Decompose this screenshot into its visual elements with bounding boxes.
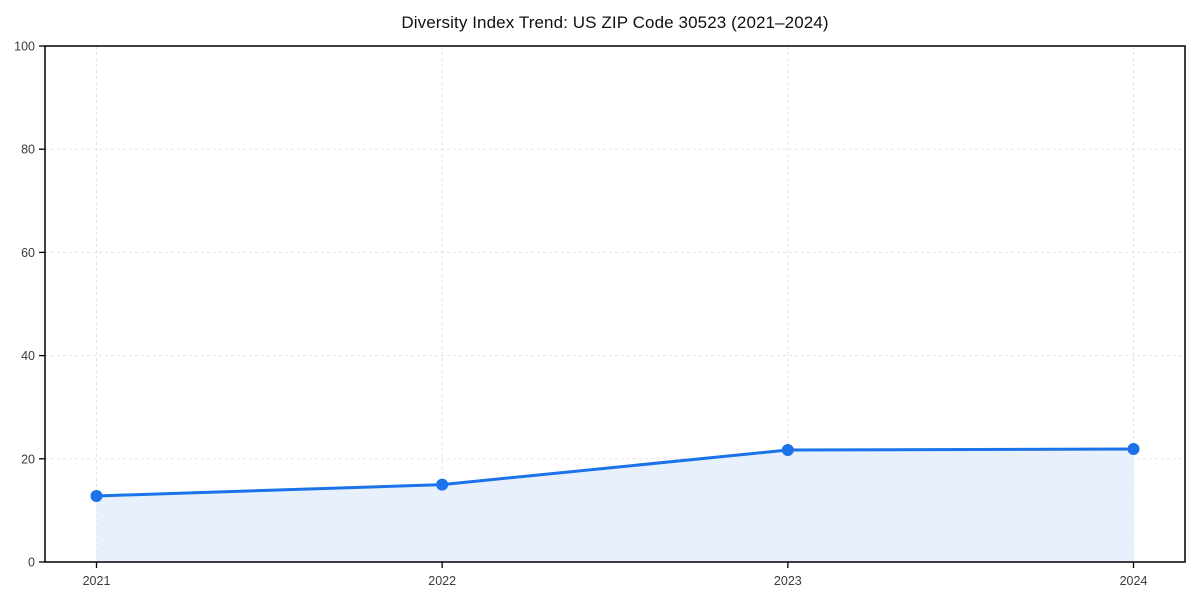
chart-title: Diversity Index Trend: US ZIP Code 30523… (401, 13, 829, 32)
area-fill (96, 448, 1134, 562)
y-tick-label: 100 (14, 40, 35, 54)
y-tick-label: 20 (21, 452, 35, 466)
data-point-marker (436, 478, 449, 491)
y-tick-label: 40 (21, 349, 35, 363)
x-tick-label: 2023 (774, 574, 802, 588)
data-point-marker (90, 489, 103, 502)
data-point-marker (1127, 442, 1140, 455)
axes-frame (44, 45, 1186, 563)
x-tick-label: 2024 (1120, 574, 1148, 588)
y-tick-label: 0 (28, 556, 35, 570)
trend-line (95, 447, 1135, 498)
x-tick-label: 2022 (428, 574, 456, 588)
x-tick-label: 2021 (83, 574, 111, 588)
y-tick-label: 60 (21, 246, 35, 260)
y-tick-label: 80 (21, 143, 35, 157)
data-point-marker (781, 444, 794, 457)
